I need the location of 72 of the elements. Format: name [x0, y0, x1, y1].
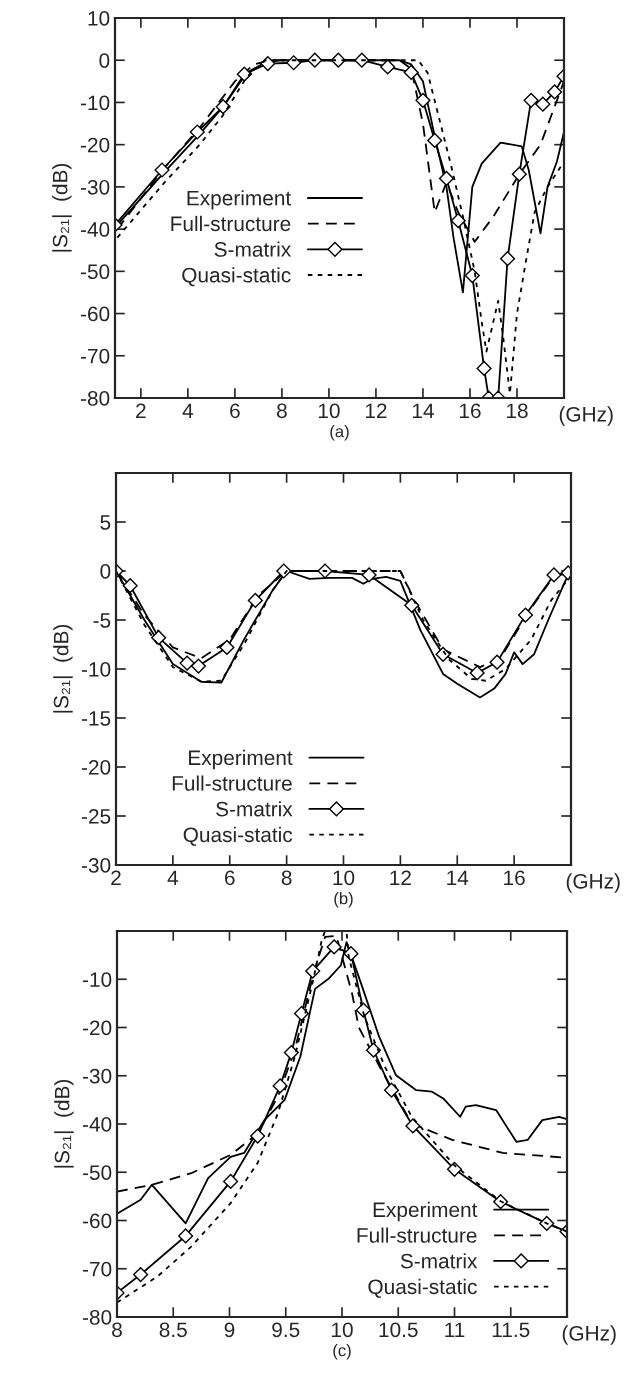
legend-label: S-matrix	[400, 1253, 478, 1269]
y-tick-label: -30	[80, 179, 110, 195]
y-tick-label: -30	[81, 858, 111, 873]
x-tick-label: 9.5	[272, 1322, 300, 1338]
x-tick-label: 4	[167, 870, 179, 885]
y-tick-label: -5	[93, 613, 111, 628]
y-tick-label: -10	[81, 662, 111, 677]
y-axis-title: |S₂₁| (dB)	[52, 163, 72, 252]
x-tick-label: 6	[230, 403, 240, 419]
y-tick-label: 0	[99, 53, 110, 68]
y-tick-label: -15	[81, 711, 111, 726]
x-tick-label: 14	[412, 403, 434, 418]
text: (GHz)	[559, 406, 613, 426]
legend-label: Quasi-static	[182, 267, 291, 287]
legend-label: Experiment	[189, 749, 293, 770]
legend-label: Full-structure	[172, 775, 292, 791]
legend-label: S-matrix	[216, 801, 293, 817]
legend-label: Experiment	[373, 1201, 478, 1222]
y-tick-label: -60	[80, 306, 110, 322]
legend-label: Experiment	[187, 190, 292, 210]
y-tick-label: -40	[80, 222, 110, 237]
x-tick-label: 14	[447, 870, 469, 885]
y-tick-label: -70	[82, 1261, 112, 1277]
y-tick-label: -50	[80, 264, 110, 280]
x-tick-label: 2	[111, 870, 121, 885]
y-tick-label: -80	[82, 1310, 112, 1325]
y-tick-label: 10	[88, 11, 110, 26]
y-tick-label: -80	[80, 391, 110, 406]
y-tick-label: -10	[82, 972, 112, 987]
legend-label: Full-structure	[171, 215, 291, 232]
x-tick-label: 12	[390, 870, 411, 885]
y-tick-label: -50	[82, 1165, 112, 1180]
legend-label: Quasi-static	[368, 1278, 477, 1298]
y-tick-label: -20	[82, 1020, 112, 1036]
x-tick-label: 10	[333, 870, 355, 886]
x-tick-label: 11.5	[492, 1322, 530, 1338]
y-tick-label: -20	[80, 137, 110, 153]
x-tick-label: 18	[506, 403, 528, 419]
x-tick-label: 10	[318, 403, 340, 419]
x-tick-label: 8	[281, 870, 292, 886]
y-tick-label: -20	[81, 760, 111, 775]
x-axis-title: (c)	[333, 1344, 351, 1360]
y-tick-label: -10	[80, 95, 110, 111]
x-tick-label: 8.5	[159, 1322, 187, 1338]
y-tick-label: 5	[100, 515, 111, 530]
legend-label: Full-structure	[357, 1227, 477, 1243]
y-axis-title: |S₂₁| (dB)	[53, 624, 73, 713]
legend-label: S-matrix	[214, 241, 291, 257]
text: (GHz)	[562, 1325, 616, 1345]
x-tick-label: 6	[225, 870, 235, 886]
x-tick-label: 4	[182, 403, 194, 418]
x-tick-label: 8	[112, 1322, 122, 1338]
text: (GHz)	[566, 873, 620, 893]
x-tick-label: 8	[277, 403, 287, 419]
y-tick-label: -40	[82, 1117, 112, 1132]
x-axis-title: (a)	[330, 425, 349, 441]
x-tick-label: 9	[224, 1322, 235, 1338]
y-tick-label: -70	[80, 348, 110, 364]
y-axis-title: |S₂₁| (dB)	[54, 1079, 74, 1168]
x-tick-label: 12	[365, 403, 387, 418]
legend-label: Quasi-static	[183, 826, 293, 846]
y-tick-label: 0	[100, 564, 111, 579]
x-axis-title: (b)	[334, 892, 353, 908]
x-tick-label: 16	[459, 403, 481, 419]
y-tick-label: -30	[82, 1068, 112, 1084]
x-tick-label: 11	[445, 1322, 465, 1337]
x-tick-label: 10.5	[379, 1322, 418, 1338]
y-tick-label: -60	[82, 1213, 112, 1229]
x-tick-label: 2	[136, 403, 146, 418]
x-tick-label: 16	[504, 870, 525, 886]
x-tick-label: 10	[332, 1322, 353, 1338]
y-tick-label: -25	[81, 809, 111, 824]
